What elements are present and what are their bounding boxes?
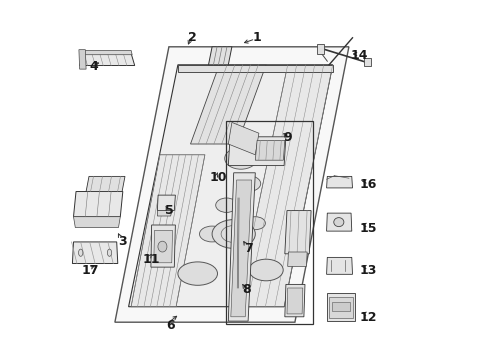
Polygon shape — [326, 176, 352, 188]
Ellipse shape — [158, 241, 166, 252]
Polygon shape — [86, 176, 125, 192]
Polygon shape — [178, 65, 332, 72]
Text: 2: 2 — [187, 31, 196, 44]
Text: 15: 15 — [359, 222, 377, 235]
Polygon shape — [73, 217, 120, 228]
Text: 5: 5 — [164, 204, 173, 217]
Polygon shape — [131, 155, 204, 307]
Text: 9: 9 — [283, 131, 291, 144]
Text: 6: 6 — [166, 319, 175, 332]
Polygon shape — [81, 50, 132, 55]
Bar — [226, 121, 312, 324]
Polygon shape — [328, 297, 352, 318]
Polygon shape — [326, 213, 351, 231]
Text: 13: 13 — [359, 264, 377, 277]
Text: 11: 11 — [142, 253, 159, 266]
Polygon shape — [151, 225, 175, 267]
Polygon shape — [72, 242, 118, 264]
Polygon shape — [326, 257, 352, 274]
Text: 4: 4 — [89, 60, 98, 73]
Polygon shape — [157, 211, 171, 216]
Polygon shape — [115, 47, 348, 322]
Polygon shape — [228, 137, 285, 166]
Polygon shape — [284, 284, 305, 317]
Ellipse shape — [333, 217, 343, 227]
Polygon shape — [255, 140, 284, 160]
Polygon shape — [73, 192, 122, 217]
Polygon shape — [331, 302, 349, 311]
Bar — [317, 44, 324, 54]
Ellipse shape — [212, 220, 255, 248]
Ellipse shape — [244, 217, 265, 230]
Polygon shape — [79, 50, 86, 69]
Polygon shape — [128, 65, 332, 307]
Polygon shape — [287, 252, 306, 266]
Polygon shape — [157, 195, 175, 211]
Ellipse shape — [215, 198, 237, 212]
Bar — [363, 58, 370, 66]
Text: 3: 3 — [118, 235, 126, 248]
Text: 7: 7 — [243, 242, 252, 255]
Polygon shape — [208, 47, 231, 65]
Polygon shape — [230, 180, 251, 317]
Polygon shape — [326, 293, 355, 321]
Polygon shape — [237, 65, 332, 307]
Text: 16: 16 — [359, 178, 377, 191]
Text: 17: 17 — [81, 264, 99, 277]
Polygon shape — [153, 230, 172, 263]
Ellipse shape — [235, 176, 260, 192]
Polygon shape — [284, 211, 310, 254]
Text: 14: 14 — [350, 49, 367, 62]
Text: 1: 1 — [252, 31, 261, 44]
Ellipse shape — [248, 259, 283, 281]
Ellipse shape — [107, 249, 111, 256]
Polygon shape — [286, 288, 302, 314]
Polygon shape — [228, 122, 258, 155]
Ellipse shape — [224, 148, 257, 169]
Polygon shape — [228, 173, 255, 321]
Text: 10: 10 — [209, 171, 226, 184]
Ellipse shape — [79, 249, 82, 256]
Polygon shape — [190, 65, 265, 144]
Polygon shape — [80, 53, 134, 66]
Text: 12: 12 — [359, 311, 377, 324]
Text: 8: 8 — [242, 283, 250, 296]
Ellipse shape — [199, 226, 224, 242]
Ellipse shape — [178, 262, 217, 285]
